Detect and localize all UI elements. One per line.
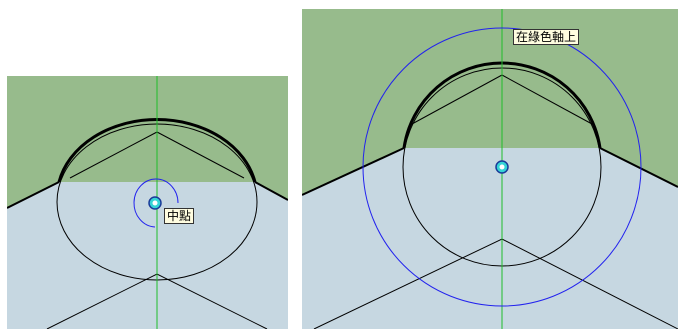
face-surface <box>7 182 288 329</box>
left-canvas[interactable] <box>7 76 288 329</box>
snap-point-center <box>152 200 158 206</box>
viewport-right[interactable]: 在綠色軸上 <box>302 9 678 329</box>
edge-right <box>254 181 288 201</box>
inference-circle <box>362 27 642 307</box>
tooltip-on-green-axis: 在綠色軸上 <box>513 29 580 45</box>
face-surface <box>302 148 678 329</box>
tooltip-midpoint: 中點 <box>164 208 195 224</box>
inference-arc <box>133 178 179 228</box>
right-canvas[interactable] <box>302 9 678 329</box>
edge-left <box>7 181 60 209</box>
snap-point-center <box>499 164 505 170</box>
edge-left <box>302 147 405 196</box>
viewport-left[interactable]: 中點 <box>7 76 288 329</box>
edge-right <box>599 147 678 188</box>
